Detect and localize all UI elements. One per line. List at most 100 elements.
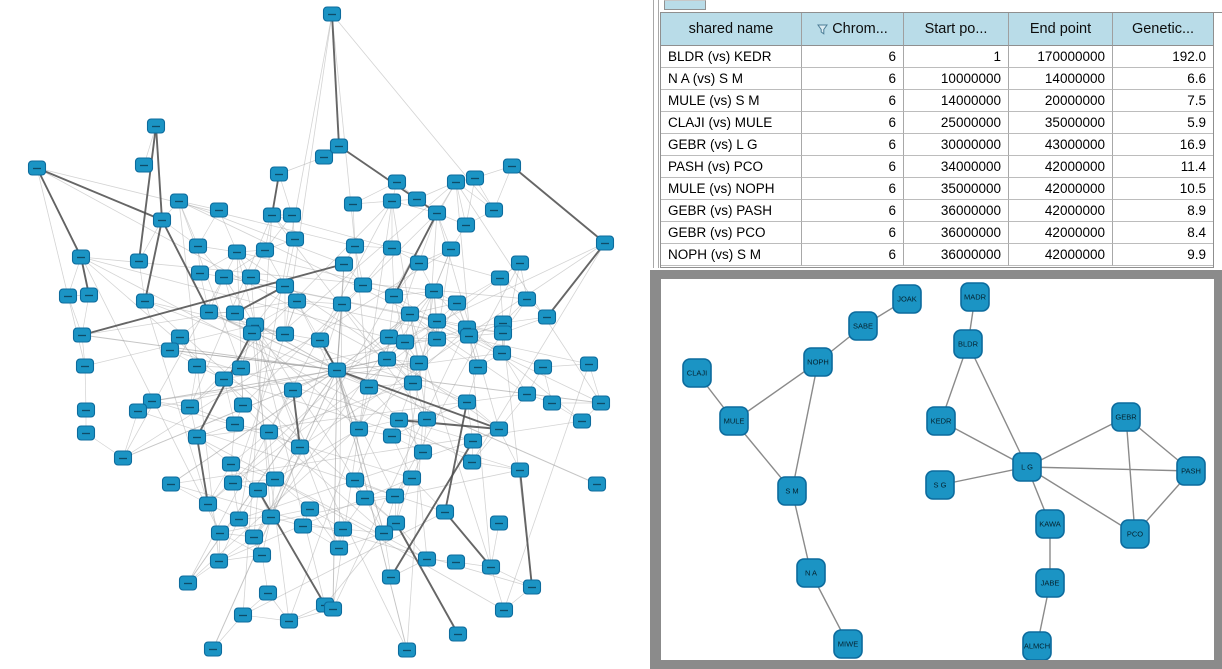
network-node[interactable] (385, 488, 405, 504)
network-node[interactable] (252, 547, 272, 563)
network-node[interactable] (146, 118, 166, 134)
network-node[interactable] (395, 334, 415, 350)
network-node[interactable] (517, 291, 537, 307)
network-node[interactable] (522, 579, 542, 595)
network-node[interactable] (128, 403, 148, 419)
network-node[interactable] (484, 202, 504, 218)
network-node[interactable] (492, 345, 512, 361)
network-node[interactable] (481, 559, 501, 575)
network-node[interactable] (533, 359, 553, 375)
table-cell[interactable]: 8.9 (1113, 200, 1213, 222)
network-node[interactable] (242, 325, 262, 341)
column-header-shared-name[interactable]: shared name (661, 13, 802, 46)
table-row[interactable]: CLAJI (vs) MULE 6 25000000 35000000 5.9 (661, 112, 1213, 134)
network-node[interactable] (329, 138, 349, 154)
network-node[interactable] (489, 515, 509, 531)
network-node[interactable] (409, 255, 429, 271)
table-cell[interactable]: GEBR (vs) L G (661, 134, 802, 156)
network-node[interactable] (465, 170, 485, 186)
network-node[interactable] (135, 293, 155, 309)
column-header-end-point[interactable]: End point (1009, 13, 1113, 46)
overview-network-panel[interactable] (0, 0, 650, 669)
table-cell[interactable]: 35000000 (904, 178, 1009, 200)
network-node-pash[interactable]: PASH (1176, 456, 1206, 486)
network-node[interactable] (244, 529, 264, 545)
table-cell[interactable]: 6 (802, 200, 904, 222)
table-cell[interactable]: 7.5 (1113, 90, 1213, 112)
table-cell[interactable]: 36000000 (904, 222, 1009, 244)
network-node[interactable] (417, 411, 437, 427)
network-node[interactable] (214, 269, 234, 285)
network-node[interactable] (210, 525, 230, 541)
network-node-mule[interactable]: MULE (719, 406, 749, 436)
table-cell[interactable]: 192.0 (1113, 46, 1213, 68)
network-node[interactable] (323, 601, 343, 617)
network-node[interactable] (203, 641, 223, 657)
network-node[interactable] (591, 395, 611, 411)
table-cell[interactable]: 14000000 (1009, 68, 1113, 90)
table-cell[interactable]: 6 (802, 90, 904, 112)
table-cell[interactable]: GEBR (vs) PCO (661, 222, 802, 244)
network-node[interactable] (359, 379, 379, 395)
table-cell[interactable]: 20000000 (1009, 90, 1113, 112)
table-cell[interactable]: 6 (802, 178, 904, 200)
table-cell[interactable]: BLDR (vs) KEDR (661, 46, 802, 68)
network-node[interactable] (345, 472, 365, 488)
table-row[interactable]: NOPH (vs) S M 6 36000000 42000000 9.9 (661, 244, 1213, 266)
table-cell[interactable]: 9.9 (1113, 244, 1213, 266)
network-node[interactable] (287, 293, 307, 309)
network-node[interactable] (214, 371, 234, 387)
network-node[interactable] (322, 6, 342, 22)
network-node[interactable] (379, 329, 399, 345)
table-cell[interactable]: 35000000 (1009, 112, 1113, 134)
table-cell[interactable]: 42000000 (1009, 156, 1113, 178)
column-header-genetic-[interactable]: Genetic... (1113, 13, 1213, 46)
network-node-jabe[interactable]: JABE (1035, 568, 1065, 598)
table-cell[interactable]: 10.5 (1113, 178, 1213, 200)
table-cell[interactable]: 6 (802, 46, 904, 68)
network-node[interactable] (587, 476, 607, 492)
table-cell[interactable]: 42000000 (1009, 222, 1113, 244)
network-node[interactable] (435, 504, 455, 520)
table-row[interactable]: PASH (vs) PCO 6 34000000 42000000 11.4 (661, 156, 1213, 178)
table-row[interactable]: GEBR (vs) PASH 6 36000000 42000000 8.9 (661, 200, 1213, 222)
network-node[interactable] (397, 642, 417, 658)
network-node-miwe[interactable]: MIWE (833, 629, 863, 659)
table-cell[interactable]: 30000000 (904, 134, 1009, 156)
network-node[interactable] (180, 399, 200, 415)
network-node[interactable] (227, 244, 247, 260)
table-cell[interactable]: 5.9 (1113, 112, 1213, 134)
network-node[interactable] (79, 287, 99, 303)
network-node[interactable] (269, 166, 289, 182)
network-node[interactable] (494, 602, 514, 618)
network-node[interactable] (255, 242, 275, 258)
detail-network-canvas[interactable]: JOAK SABE NOPH CLAJI MULE S M N A MIWE MADR BLDR K… (661, 279, 1214, 661)
network-node[interactable] (332, 296, 352, 312)
table-cell[interactable]: 6 (802, 112, 904, 134)
network-node[interactable] (190, 265, 210, 281)
network-node[interactable] (502, 158, 522, 174)
network-node[interactable] (290, 439, 310, 455)
network-node[interactable] (403, 375, 423, 391)
network-node[interactable] (233, 397, 253, 413)
table-cell[interactable]: 36000000 (904, 244, 1009, 266)
network-node[interactable] (510, 255, 530, 271)
network-node[interactable] (283, 382, 303, 398)
table-cell[interactable]: 42000000 (1009, 244, 1113, 266)
table-cell[interactable]: 16.9 (1113, 134, 1213, 156)
network-node[interactable] (161, 476, 181, 492)
network-node[interactable] (413, 444, 433, 460)
network-node-sabe[interactable]: SABE (848, 311, 878, 341)
network-node[interactable] (259, 424, 279, 440)
table-cell[interactable]: 14000000 (904, 90, 1009, 112)
network-node[interactable] (446, 554, 466, 570)
table-row[interactable]: N A (vs) S M 6 10000000 14000000 6.6 (661, 68, 1213, 90)
network-node[interactable] (417, 551, 437, 567)
network-node-claji[interactable]: CLAJI (682, 358, 712, 388)
network-node[interactable] (152, 212, 172, 228)
network-node[interactable] (327, 362, 347, 378)
network-node[interactable] (241, 269, 261, 285)
network-node-s-g[interactable]: S G (925, 470, 955, 500)
network-node[interactable] (595, 235, 615, 251)
network-node[interactable] (188, 238, 208, 254)
